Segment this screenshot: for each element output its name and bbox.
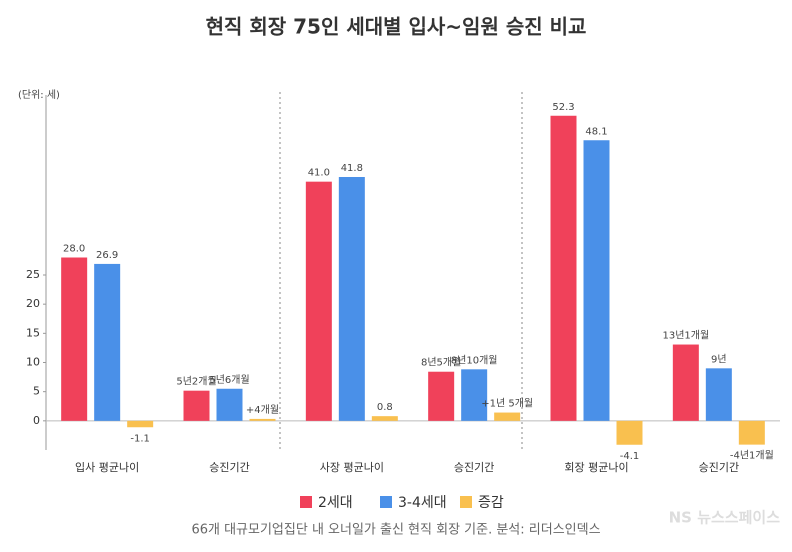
bar: [672, 344, 699, 421]
bar: [249, 418, 276, 421]
value-label: -4년1개월: [730, 450, 774, 462]
bar: [183, 390, 210, 421]
value-label: -1.1: [130, 433, 150, 444]
value-label: 26.9: [96, 250, 118, 261]
value-label: 48.1: [585, 126, 607, 137]
bar: [461, 369, 488, 421]
legend-swatch: [380, 496, 392, 508]
x-tick-label: 승진기간: [699, 461, 739, 474]
bar: [616, 420, 643, 445]
bar: [550, 115, 577, 421]
x-tick-label: 승진기간: [209, 461, 249, 474]
legend-swatch: [460, 496, 472, 508]
x-tick-label: 승진기간: [454, 461, 494, 474]
unit-label: (단위: 세): [18, 88, 60, 101]
bar: [583, 140, 610, 421]
legend-label: 2세대: [318, 495, 353, 511]
y-tick-label: 20: [26, 297, 40, 310]
value-label: +4개월: [246, 404, 279, 416]
value-label: +1년 5개월: [481, 398, 533, 410]
value-label: 9년: [711, 353, 727, 365]
legend-label: 3-4세대: [398, 495, 447, 511]
bar: [61, 257, 88, 421]
value-label: -4.1: [620, 451, 640, 462]
value-label: 5년2개월: [176, 376, 216, 388]
watermark: NS 뉴스스페이스: [669, 509, 781, 527]
bar: [371, 416, 398, 421]
bar: [216, 388, 243, 421]
x-tick-label: 사장 평균나이: [320, 461, 384, 474]
value-label: 52.3: [552, 102, 574, 113]
note: 66개 대규모기업집단 내 오너일가 출신 현직 회장 기준. 분석: 리더스인…: [191, 523, 600, 538]
bar: [305, 181, 332, 421]
x-tick-label: 입사 평균나이: [75, 461, 139, 474]
y-tick-label: 10: [26, 356, 40, 369]
chart-title: 현직 회장 75인 세대별 입사~임원 승진 비교: [206, 15, 587, 39]
value-label: 8년10개월: [451, 354, 498, 366]
legend-swatch: [300, 496, 312, 508]
y-tick-label: 15: [26, 326, 40, 339]
y-tick-label: 25: [26, 268, 40, 281]
bar: [338, 177, 365, 421]
value-label: 28.0: [63, 244, 85, 255]
bar: [94, 263, 121, 421]
value-label: 41.8: [341, 163, 363, 174]
value-label: 8년5개월: [421, 357, 461, 369]
value-label: 13년1개월: [662, 330, 709, 342]
y-tick-label: 5: [33, 385, 40, 398]
bar: [127, 420, 154, 428]
value-label: 41.0: [308, 168, 330, 179]
bar: [705, 368, 732, 421]
value-label: 5년6개월: [209, 374, 249, 386]
bar: [428, 371, 455, 421]
y-tick-label: 0: [33, 414, 40, 427]
bar: [738, 420, 765, 445]
legend-label: 증감: [478, 495, 504, 511]
value-label: 0.8: [377, 402, 393, 413]
bar: [494, 412, 521, 421]
x-tick-label: 회장 평균나이: [564, 461, 628, 474]
